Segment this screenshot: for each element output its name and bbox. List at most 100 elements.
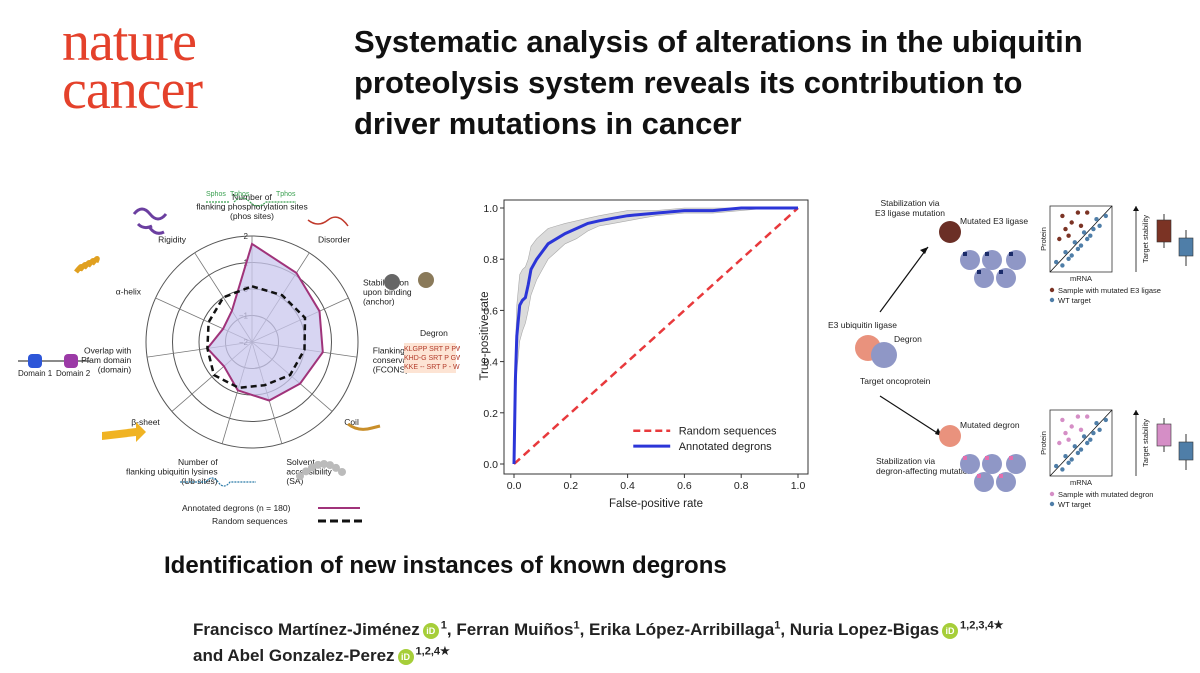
roc-y-tick-label: 0.8 bbox=[483, 254, 498, 266]
bottom-scatter-point-wt bbox=[1085, 440, 1090, 446]
roc-chart: 0.0 0.2 0.4 0.6 0.8 1.0 0.0 0.2 0.4 0.6 0.8 1.0 Fals… bbox=[479, 199, 809, 510]
bottom-scatter-point-mutated bbox=[1069, 424, 1074, 429]
journal-logo-line2: cancer bbox=[62, 59, 203, 122]
domain-2-label: Domain 2 bbox=[56, 369, 91, 378]
top-scatter-point-mutated bbox=[1066, 233, 1071, 238]
target-protein-shape bbox=[871, 342, 897, 368]
bottom-scatter-point-wt bbox=[1103, 417, 1108, 423]
roc-figure: 0.0 0.2 0.4 0.6 0.8 1.0 0.0 0.2 0.4 0.6 0.8 1.0 Fals… bbox=[478, 198, 818, 518]
bottom-scatter-point-wt bbox=[1072, 444, 1077, 449]
orcid-icon[interactable]: iD bbox=[422, 622, 439, 639]
bottom-scatter-point-wt bbox=[1063, 454, 1068, 459]
phos-site-label: Tphos bbox=[276, 191, 296, 198]
paper-title: Systematic analysis of alterations in th… bbox=[354, 22, 1154, 145]
roc-y-axis-label: True-positive rate bbox=[479, 291, 491, 380]
roc-x-tick-label: 0.0 bbox=[507, 480, 522, 492]
orcid-icon[interactable]: iD bbox=[942, 622, 959, 639]
author-line-2: and Abel Gonzalez-Perez iD 1,2,4★ bbox=[193, 643, 1093, 669]
top-scatter-point-wt bbox=[1078, 243, 1084, 248]
radar-feature-label: α-helix bbox=[116, 286, 142, 296]
roc-confidence-band bbox=[513, 207, 798, 465]
radar-series-random-sequences bbox=[206, 284, 307, 390]
top-scatter-point-wt bbox=[1094, 217, 1099, 222]
roc-x-axis-label: False-positive rate bbox=[609, 498, 703, 510]
solvent-sphere-icon bbox=[332, 463, 340, 472]
top-scatter-point-wt bbox=[1097, 223, 1102, 228]
author-name: Ferran Muiños bbox=[456, 620, 574, 639]
roc-legend-label: Annotated degrons bbox=[679, 441, 772, 453]
top-scatter-point-mutated bbox=[1069, 220, 1074, 225]
bottom-header: Mutated degron bbox=[960, 420, 1020, 430]
degron-sequence-row: KLGPP SRT P PWC bbox=[404, 346, 460, 353]
top-scatter-point-wt bbox=[1081, 230, 1087, 235]
top-degron-mark bbox=[985, 252, 989, 256]
top-degron-mark bbox=[963, 252, 967, 256]
top-legend-dot-mutated bbox=[1049, 287, 1055, 293]
disorder-coil-icon bbox=[307, 216, 349, 227]
top-scatter-point-mutated bbox=[1060, 213, 1065, 219]
roc-series-annotated-degrons bbox=[512, 206, 798, 465]
top-scatter-point-wt bbox=[1103, 213, 1108, 219]
solvent-sphere-icon bbox=[326, 461, 334, 470]
bottom-legend-label: WT target bbox=[1058, 500, 1092, 509]
bottom-degron-mark bbox=[985, 456, 989, 460]
roc-x-tick-label: 0.2 bbox=[563, 480, 578, 492]
top-arrow-label: E3 ligase mutation bbox=[875, 208, 945, 218]
top-scatter-point-wt bbox=[1054, 259, 1059, 265]
top-arrow-label: Stabilization via bbox=[880, 198, 939, 208]
radar-feature-label: Flanking conservation (FCONS) bbox=[373, 345, 421, 374]
center-label-e3: E3 ubiquitin ligase bbox=[828, 320, 897, 330]
author-name: Francisco Martínez-Jiménez bbox=[193, 620, 420, 639]
radar-feature-label: Rigidity bbox=[158, 234, 187, 244]
top-scatter-point-wt bbox=[1066, 256, 1071, 261]
bottom-ligase-shape bbox=[939, 425, 961, 447]
author-affiliation: 1,2,3,4★ bbox=[960, 619, 1004, 632]
top-legend-label: Sample with mutated E3 ligase bbox=[1058, 286, 1161, 295]
bottom-scatter-point-wt bbox=[1075, 450, 1081, 456]
top-legend-dot-wt bbox=[1049, 297, 1055, 303]
radar-feature-label: Overlap with Pfam domain (domain) bbox=[81, 345, 131, 374]
roc-y-tick-label: 0.2 bbox=[483, 408, 498, 420]
radar-feature-label: Number of flanking phosphorylation sites(… bbox=[196, 192, 308, 221]
bottom-scatter-point-wt bbox=[1088, 437, 1093, 442]
solvent-sphere-icon bbox=[308, 463, 316, 472]
bottom-degron-mark bbox=[977, 474, 981, 478]
phos-site-label: Sphos bbox=[206, 191, 226, 198]
top-scatter-point-wt bbox=[1072, 240, 1077, 245]
top-scatter-xlabel: mRNA bbox=[1070, 274, 1092, 283]
protein-structure-icon bbox=[132, 207, 168, 235]
title-line: Systematic analysis of alterations in th… bbox=[354, 24, 1083, 59]
coil-icon bbox=[347, 422, 381, 431]
top-arrowhead bbox=[920, 247, 928, 254]
author-name: Nuria Lopez-Bigas bbox=[789, 620, 940, 639]
bottom-scatter-point-wt bbox=[1091, 430, 1096, 436]
solvent-sphere-icon bbox=[320, 460, 328, 469]
roc-y-tick-label: 0.4 bbox=[483, 357, 498, 369]
phos-site-label: Tphos bbox=[230, 191, 250, 198]
roc-y-tick-label: 0.0 bbox=[483, 459, 498, 471]
section-subtitle: Identification of new instances of known… bbox=[164, 552, 727, 579]
roc-y-tick-label: 1.0 bbox=[483, 203, 498, 215]
bottom-box-wt bbox=[1178, 441, 1194, 461]
bottom-stability-label: Target stability bbox=[1141, 419, 1150, 467]
center-label-degron: Degron bbox=[894, 334, 922, 344]
bottom-legend-dot-mutated bbox=[1049, 491, 1055, 497]
top-degron-mark bbox=[999, 270, 1003, 274]
bottom-legend-dot-wt bbox=[1049, 501, 1055, 507]
center-label-target: Target oncoprotein bbox=[860, 376, 931, 386]
bottom-scatter-point-wt bbox=[1069, 457, 1074, 462]
bottom-scatter-point-wt bbox=[1066, 460, 1071, 465]
bottom-scatter-point-wt bbox=[1078, 447, 1084, 452]
top-stability-label: Target stability bbox=[1141, 215, 1150, 263]
solvent-sphere-icon bbox=[296, 472, 304, 480]
top-scatter-point-wt bbox=[1091, 226, 1096, 232]
bottom-box-mutated bbox=[1156, 423, 1172, 447]
orcid-icon[interactable]: iD bbox=[397, 648, 414, 665]
roc-plot-frame bbox=[503, 199, 809, 475]
bottom-scatter-point-mutated bbox=[1078, 427, 1084, 432]
author-line-1: Francisco Martínez-Jiménez iD 1, Ferran Mu… bbox=[193, 619, 1004, 639]
binding-partner-icon bbox=[384, 274, 400, 290]
top-box-wt bbox=[1178, 237, 1194, 257]
mechanism-schematic: E3 ubiquitin ligase Degron Target oncoprot… bbox=[818, 192, 1200, 522]
